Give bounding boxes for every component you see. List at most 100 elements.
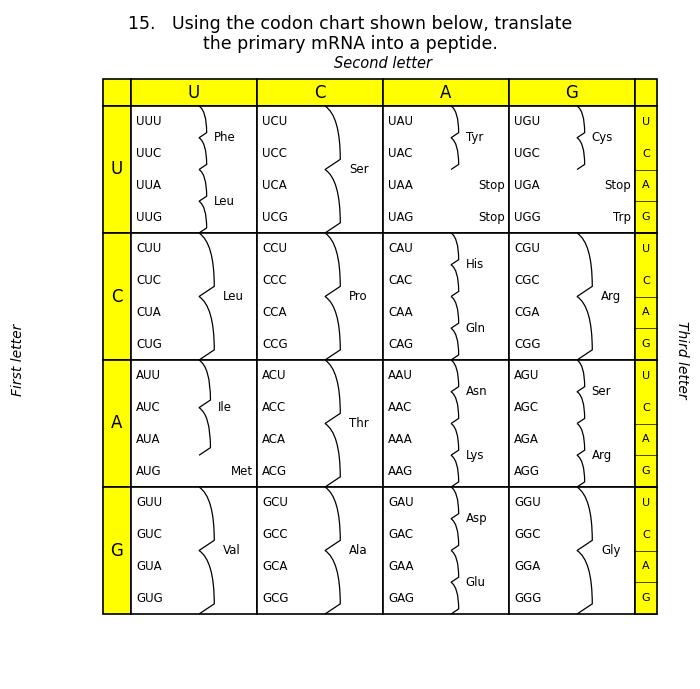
Text: ACA: ACA [262, 433, 286, 446]
Text: AUC: AUC [136, 401, 161, 414]
Bar [635, 487, 657, 614]
Text: CUU: CUU [136, 243, 161, 256]
Text: A: A [642, 434, 650, 444]
Text: CAC: CAC [388, 274, 412, 287]
Text: ACC: ACC [262, 401, 286, 414]
Text: UAA: UAA [388, 179, 413, 192]
Text: U: U [642, 117, 650, 127]
Text: UCA: UCA [262, 179, 287, 192]
Text: AAC: AAC [388, 401, 412, 414]
Text: CGC: CGC [514, 274, 540, 287]
Bar [257, 487, 383, 614]
Bar [103, 233, 131, 360]
Text: G: G [642, 339, 650, 349]
Text: AGA: AGA [514, 433, 539, 446]
Text: CGG: CGG [514, 338, 540, 351]
Text: Thr: Thr [349, 417, 369, 430]
Text: UAU: UAU [388, 115, 413, 128]
Text: G: G [642, 466, 650, 476]
Text: AGU: AGU [514, 369, 540, 382]
Text: Ser: Ser [349, 163, 369, 176]
Text: Val: Val [223, 544, 241, 557]
Text: GAG: GAG [388, 592, 414, 605]
Bar [509, 487, 635, 614]
Text: CGU: CGU [514, 243, 540, 256]
Text: GAU: GAU [388, 496, 414, 509]
Text: A: A [642, 307, 650, 318]
Text: AAU: AAU [388, 369, 413, 382]
Text: ACG: ACG [262, 464, 287, 477]
Bar [509, 360, 635, 487]
Text: UAC: UAC [388, 147, 412, 160]
Text: Arg: Arg [601, 290, 622, 303]
Text: C: C [111, 287, 122, 305]
Bar [383, 360, 509, 487]
Text: the primary mRNA into a peptide.: the primary mRNA into a peptide. [202, 35, 498, 53]
Text: Stop: Stop [478, 211, 505, 224]
Text: CUA: CUA [136, 306, 161, 319]
Text: GUU: GUU [136, 496, 162, 509]
Text: CUC: CUC [136, 274, 161, 287]
Text: AUG: AUG [136, 464, 162, 477]
Text: C: C [314, 83, 326, 101]
Text: Trp: Trp [613, 211, 631, 224]
Text: GCU: GCU [262, 496, 288, 509]
Text: C: C [642, 149, 650, 158]
Text: Ser: Ser [592, 385, 611, 398]
Text: UUA: UUA [136, 179, 161, 192]
Text: UGU: UGU [514, 115, 540, 128]
Bar [131, 487, 257, 614]
Text: UGG: UGG [514, 211, 540, 224]
Bar [383, 487, 509, 614]
Text: U: U [642, 371, 650, 381]
Bar [635, 106, 657, 233]
Text: Asp: Asp [466, 512, 487, 525]
Text: GUG: GUG [136, 592, 162, 605]
Text: First letter: First letter [11, 324, 25, 396]
Text: UUU: UUU [136, 115, 162, 128]
Text: C: C [642, 530, 650, 539]
Text: UCG: UCG [262, 211, 288, 224]
Bar [103, 106, 131, 233]
Text: AUA: AUA [136, 433, 160, 446]
Text: GGU: GGU [514, 496, 540, 509]
Text: AGC: AGC [514, 401, 539, 414]
Text: UCU: UCU [262, 115, 287, 128]
Text: U: U [111, 161, 123, 178]
Text: UGC: UGC [514, 147, 540, 160]
Text: CCA: CCA [262, 306, 286, 319]
Bar [635, 233, 657, 360]
Text: UCC: UCC [262, 147, 287, 160]
Text: Stop: Stop [604, 179, 631, 192]
Text: AUU: AUU [136, 369, 161, 382]
Bar [131, 233, 257, 360]
Text: CCG: CCG [262, 338, 288, 351]
Text: Asn: Asn [466, 385, 487, 398]
Bar [131, 106, 257, 233]
Bar [509, 79, 635, 106]
Text: GAC: GAC [388, 528, 413, 541]
Bar [383, 79, 509, 106]
Bar [257, 360, 383, 487]
Text: Ala: Ala [349, 544, 368, 557]
Text: CCU: CCU [262, 243, 287, 256]
Text: CAG: CAG [388, 338, 413, 351]
Bar [635, 79, 657, 106]
Text: Stop: Stop [478, 179, 505, 192]
Text: U: U [188, 83, 200, 101]
Text: AAG: AAG [388, 464, 413, 477]
Text: UUC: UUC [136, 147, 161, 160]
Text: Leu: Leu [223, 290, 244, 303]
Text: A: A [111, 415, 122, 433]
Bar [131, 360, 257, 487]
Text: Pro: Pro [349, 290, 368, 303]
Text: Lys: Lys [466, 449, 484, 462]
Bar [383, 106, 509, 233]
Text: G: G [111, 542, 123, 559]
Text: GGG: GGG [514, 592, 541, 605]
Bar [103, 360, 131, 487]
Text: A: A [642, 181, 650, 190]
Bar [509, 106, 635, 233]
Text: His: His [466, 258, 484, 271]
Text: 15.   Using the codon chart shown below, translate: 15. Using the codon chart shown below, t… [128, 15, 572, 33]
